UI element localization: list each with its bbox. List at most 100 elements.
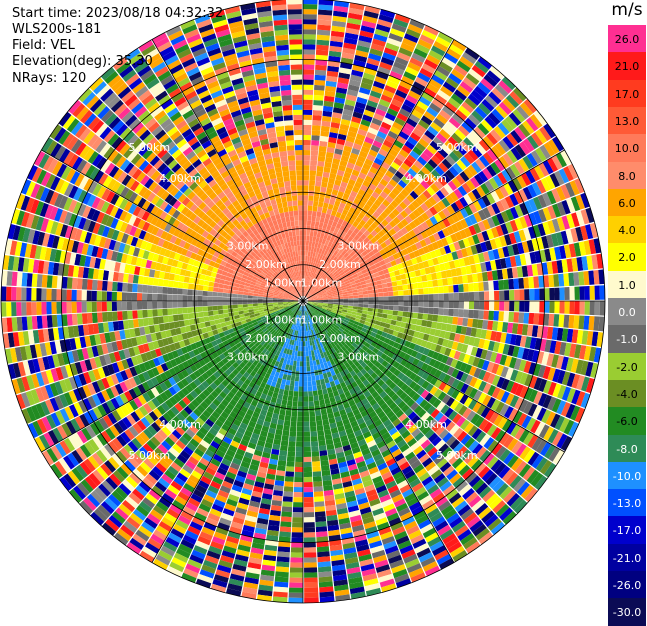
ppi-gate xyxy=(276,566,289,572)
ppi-gate xyxy=(363,298,368,301)
ppi-gate xyxy=(303,100,313,105)
ppi-gate xyxy=(309,185,315,190)
ppi-gate xyxy=(303,215,307,220)
ppi-gate xyxy=(291,537,303,542)
ppi-gate xyxy=(303,185,309,190)
ppi-gate xyxy=(402,317,408,323)
ppi-gate xyxy=(318,202,324,208)
ppi-gate xyxy=(303,115,312,120)
ppi-gate xyxy=(316,50,328,56)
ppi-gate xyxy=(310,431,317,437)
ppi-gate xyxy=(282,506,292,512)
ppi-gate xyxy=(304,457,312,462)
ppi-gate xyxy=(315,70,326,76)
ppi-gate xyxy=(277,551,290,557)
ppi-gate xyxy=(303,39,316,44)
ppi-gate xyxy=(388,292,393,297)
ppi-gate xyxy=(288,598,303,603)
ppi-gate xyxy=(377,313,383,318)
ppi-gate xyxy=(397,316,403,322)
ppi-gate xyxy=(278,460,286,466)
ppi-gate xyxy=(564,301,569,314)
ppi-gate xyxy=(317,166,324,172)
ppi-gate xyxy=(468,310,474,319)
ppi-gate xyxy=(278,414,285,420)
ppi-gate xyxy=(434,301,439,308)
ppi-gate xyxy=(412,283,418,289)
ppi-gate xyxy=(285,471,294,477)
ppi-gate xyxy=(392,315,398,320)
ppi-gate xyxy=(315,516,326,522)
ppi-gate xyxy=(303,140,311,145)
ppi-gate xyxy=(297,417,303,422)
ppi-gate xyxy=(303,125,312,130)
ppi-gate xyxy=(294,356,297,361)
ppi-gate xyxy=(313,105,323,111)
ppi-gate xyxy=(286,461,294,467)
ppi-gate xyxy=(363,301,368,304)
ppi-gate xyxy=(304,542,316,547)
ppi-gate xyxy=(299,376,303,381)
ppi-gate xyxy=(518,312,524,323)
ppi-gate xyxy=(288,396,293,402)
ppi-gate xyxy=(303,175,309,180)
ppi-gate xyxy=(306,351,309,356)
ppi-gate xyxy=(311,446,319,452)
ppi-gate xyxy=(469,292,474,300)
ppi-gate xyxy=(313,100,323,106)
ppi-gate xyxy=(280,526,291,532)
ppi-gate xyxy=(316,415,322,421)
ppi-gate xyxy=(281,379,286,385)
ppi-gate xyxy=(290,567,303,572)
ppi-gate xyxy=(469,301,474,309)
ppi-gate xyxy=(306,356,309,361)
ppi-gate xyxy=(303,381,307,386)
ppi-gate xyxy=(398,306,403,311)
ppi-gate xyxy=(303,210,307,215)
ppi-gate xyxy=(303,54,315,59)
ppi-gate xyxy=(295,467,303,472)
ppi-gate xyxy=(282,430,289,436)
ppi-gate xyxy=(432,315,438,322)
ppi-gate xyxy=(285,385,290,391)
ppi-gate xyxy=(317,25,331,31)
ppi-gate xyxy=(291,376,295,381)
ppi-gate xyxy=(358,307,363,310)
ppi-gate xyxy=(307,211,312,216)
ppi-gate xyxy=(493,280,499,290)
ppi-gate xyxy=(295,452,303,457)
ppi-gate xyxy=(305,251,308,256)
ppi-gate xyxy=(281,516,292,522)
ppi-gate xyxy=(453,309,459,317)
ppi-gate xyxy=(308,205,313,210)
ppi-gate xyxy=(529,289,534,300)
ppi-gate xyxy=(304,557,317,562)
ppi-gate xyxy=(295,351,298,356)
ppi-gate xyxy=(544,288,549,300)
ppi-gate xyxy=(313,476,322,482)
ppi-gate xyxy=(304,507,314,512)
ppi-gate xyxy=(307,376,311,381)
ppi-gate xyxy=(308,396,313,401)
ppi-gate xyxy=(383,301,388,305)
ppi-gate xyxy=(573,272,579,286)
ppi-gate xyxy=(312,386,317,392)
ppi-gate xyxy=(544,301,549,313)
ppi-gate xyxy=(442,316,448,324)
ppi-gate xyxy=(443,286,449,293)
ppi-gate xyxy=(554,288,559,300)
ppi-gate xyxy=(283,496,293,502)
ppi-gate xyxy=(353,298,358,301)
ppi-gate xyxy=(529,301,534,312)
ppi-gate xyxy=(298,402,303,407)
ppi-gate xyxy=(378,305,383,309)
ppi-gate xyxy=(348,296,353,299)
ppi-gate xyxy=(464,292,469,300)
ppi-gate xyxy=(367,311,373,315)
ppi-gate xyxy=(397,285,403,290)
ppi-gate xyxy=(393,310,399,315)
ppi-gate xyxy=(493,311,499,321)
ppi-gate xyxy=(463,309,469,317)
ppi-gate xyxy=(317,30,330,36)
ppi-gate xyxy=(316,212,321,218)
